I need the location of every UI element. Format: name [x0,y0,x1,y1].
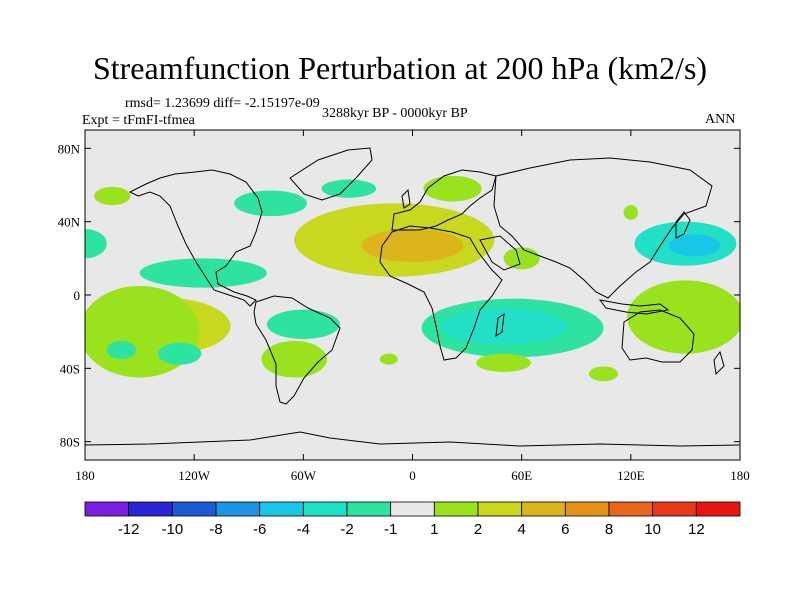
coastline-australia [621,309,695,363]
colorbar-label-4: -4 [297,521,310,538]
colorbar-swatch-12 [608,501,654,517]
colorbar-label-7: 1 [430,521,438,538]
colorbar-swatch-5 [302,501,348,517]
chart-title: Streamfunction Perturbation at 200 hPa (… [92,50,708,86]
colorbar-label-2: -8 [209,521,222,538]
coastline-japan [675,211,691,239]
lat-tick-label-1: 40N [58,215,81,230]
axis-ticks: 80N 40N 0 40S 80S 180 120W 60W 0 60E 120E 180 [58,130,750,483]
lat-tick-label-3: 40S [60,361,80,376]
colorbar-swatch-6 [346,501,392,517]
lat-tick-label-4: 80S [60,435,80,450]
colorbar-label-10: 6 [561,521,569,538]
colorbar: -12 -10 -8 -6 -4 -2 -1 1 2 4 6 8 10 12 [84,501,741,538]
anomaly-feature-20 [379,353,398,365]
anomaly-feature-6 [439,307,568,345]
colorbar-swatch-10 [521,501,566,517]
season-label: ANN [705,112,736,127]
anomaly-feature-13 [234,190,307,217]
lon-tick-label-3: 0 [409,468,416,483]
anomaly-feature-16 [627,280,740,354]
colorbar-swatch-3 [215,501,261,517]
anomaly-feature-1 [361,229,464,262]
colorbar-label-6: -1 [384,521,397,538]
time-period-label: 3288kyr BP - 0000kyr BP [322,106,468,121]
colorbar-label-12: 10 [644,521,661,538]
colorbar-swatch-8 [433,501,479,517]
colorbar-swatch-14 [695,501,741,517]
coastline-asia [493,157,713,299]
anomaly-feature-15 [423,175,482,202]
lon-tick-label-6: 180 [730,468,750,483]
colorbar-swatch-1 [128,501,173,517]
anomaly-feature-21 [503,247,540,270]
anomaly-feature-14 [321,179,377,198]
coastlines [85,147,740,447]
colorbar-swatch-0 [84,501,130,517]
colorbar-label-3: -6 [253,521,266,538]
lon-tick-label-1: 120W [178,468,211,483]
colorbar-label-5: -2 [340,521,353,538]
coastline-africa [379,225,503,361]
anomaly-feature-8 [669,234,720,257]
map-background [85,130,740,460]
coastline-uk [401,188,411,209]
coastline-north-america [128,169,263,307]
colorbar-label-0: -12 [118,521,140,538]
colorbar-label-13: 12 [688,521,705,538]
anomaly-feature-12 [157,342,202,365]
colorbar-swatch-9 [477,501,523,517]
colorbar-swatch-7 [390,501,435,517]
coastline-new-zealand [713,350,725,376]
lat-tick-label-0: 80N [58,141,81,156]
lon-tick-label-5: 120E [617,468,645,483]
anomaly-feature-22 [623,205,639,220]
experiment-label: Expt = tFmFI-tfmea [82,113,195,128]
coastline-antarctica [85,431,740,447]
anomaly-feature-19 [588,366,619,382]
anomaly-feature-17 [261,340,327,378]
colorbar-swatch-13 [652,501,697,517]
anomaly-feature-9 [85,229,107,259]
anomaly-feature-18 [476,353,531,373]
coastline-south-america [253,295,341,405]
colorbar-label-8: 2 [474,521,482,538]
coastline-greenland [289,147,373,201]
colorbar-swatch-2 [171,501,217,517]
coastline-arabia [479,235,521,271]
lon-tick-label-0: 180 [75,468,95,483]
anomaly-feature-24 [106,340,136,360]
lat-tick-label-2: 0 [74,288,81,303]
lon-tick-label-4: 60E [511,468,532,483]
colorbar-label-1: -10 [161,521,183,538]
anomaly-feature-11 [266,309,340,340]
coastline-madagascar [495,312,505,338]
coastline-indonesia [598,299,670,315]
lon-tick-label-2: 60W [291,468,317,483]
anomaly-feature-23 [94,186,131,206]
rmsd-stats: rmsd= 1.23699 diff= -2.15197e-09 [125,96,320,111]
colorbar-label-9: 4 [517,521,525,538]
colorbar-swatch-11 [564,501,610,517]
colorbar-swatch-4 [259,501,304,517]
colorbar-label-11: 8 [605,521,613,538]
